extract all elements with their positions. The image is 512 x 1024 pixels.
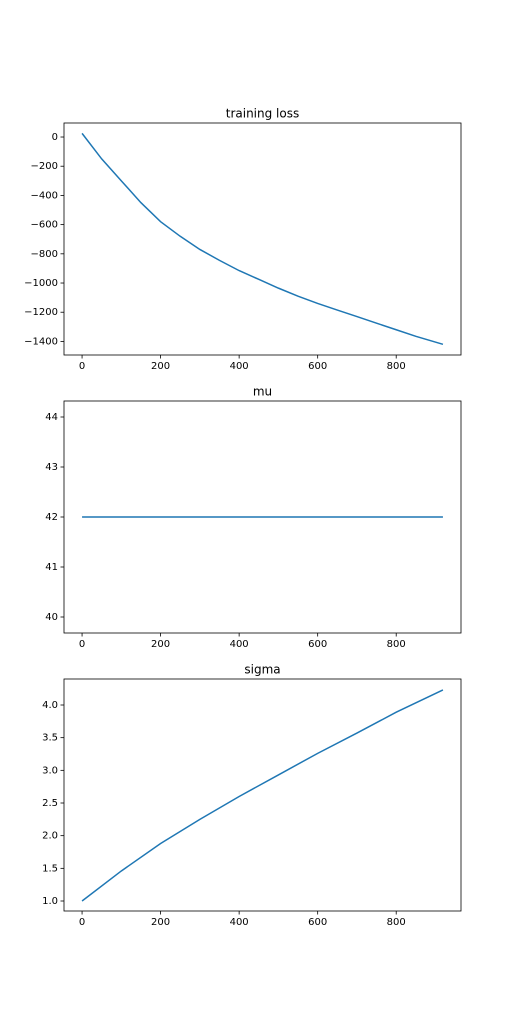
x-tick-label: 0 [79,639,85,650]
y-tick-label: 44 [45,412,58,423]
y-tick-label: −1000 [24,278,58,289]
x-tick-label: 200 [151,361,170,372]
y-tick-label: 4.0 [42,700,58,711]
y-tick-label: 0 [52,132,58,143]
x-tick-label: 400 [230,917,249,928]
axes-frame [63,678,462,912]
y-tick-label: 2.0 [42,831,58,842]
y-tick-label: −1400 [24,336,58,347]
y-tick-label: 2.5 [42,798,58,809]
x-tick-label: 800 [387,361,406,372]
x-tick-label: 0 [79,917,85,928]
y-tick-label: 1.5 [42,863,58,874]
x-tick-label: 400 [230,361,249,372]
x-tick-label: 600 [308,917,327,928]
x-tick-label: 400 [230,639,249,650]
y-tick-label: −600 [31,220,58,231]
x-tick-label: 0 [79,361,85,372]
y-tick-label: 42 [45,512,58,523]
y-tick-label: 43 [45,462,58,473]
x-tick-label: 200 [151,917,170,928]
y-tick-label: 40 [45,612,58,623]
chart-title: training loss [226,107,299,121]
y-tick-label: 41 [45,562,58,573]
x-tick-label: 800 [387,917,406,928]
x-tick-label: 600 [308,639,327,650]
line [81,689,444,902]
y-tick-label: −400 [31,190,58,201]
y-tick-label: −1200 [24,307,58,318]
y-tick-label: 3.0 [42,765,58,776]
x-tick-label: 800 [387,639,406,650]
y-tick-label: −200 [31,161,58,172]
x-tick-label: 200 [151,639,170,650]
y-tick-label: −800 [31,249,58,260]
x-tick-label: 600 [308,361,327,372]
chart-title: mu [253,385,272,399]
y-tick-label: 1.0 [42,896,58,907]
line [81,132,444,346]
axes-frame [63,122,462,356]
axes-frame [63,400,462,634]
chart-title: sigma [244,663,280,677]
y-tick-label: 3.5 [42,733,58,744]
